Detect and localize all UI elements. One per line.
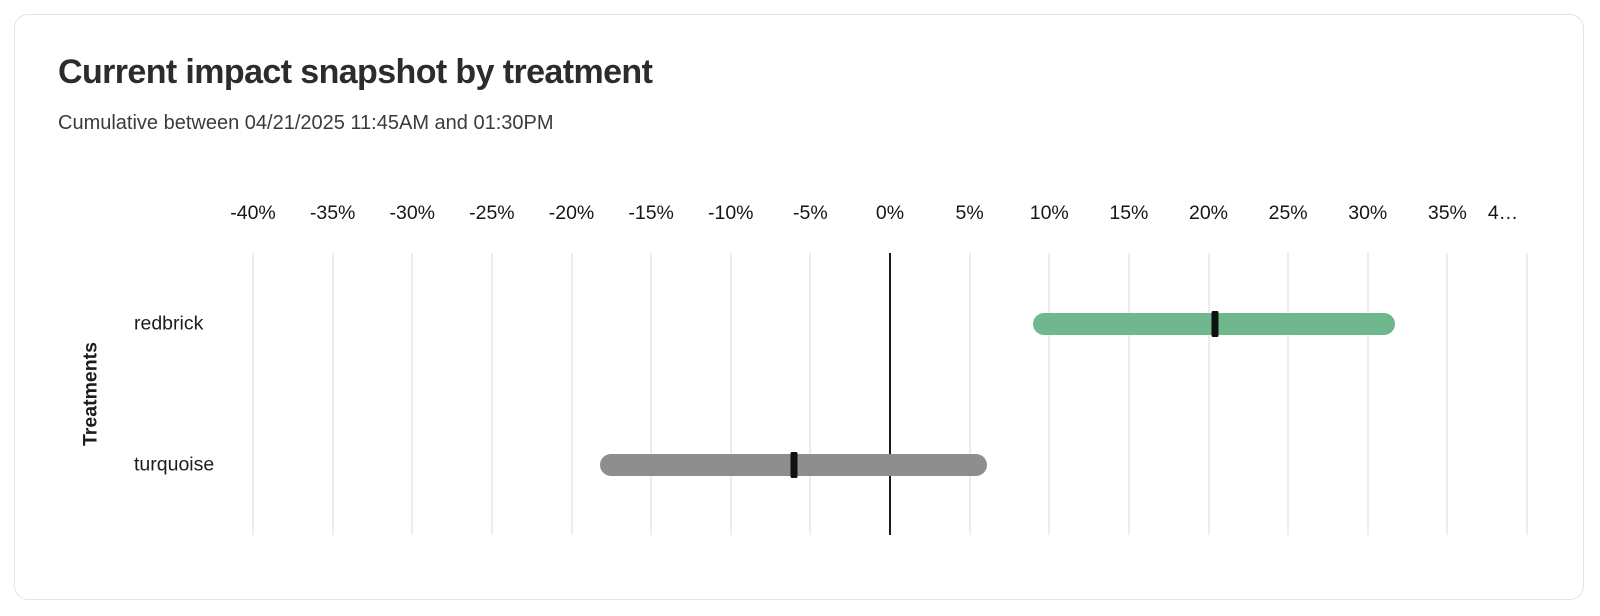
x-tick-label: -10% <box>707 202 754 224</box>
gridline <box>1446 253 1449 535</box>
chart-title: Current impact snapshot by treatment <box>58 53 653 91</box>
x-tick-label: 30% <box>1348 202 1388 224</box>
gridline <box>1287 253 1290 535</box>
x-tick-label: 4… <box>1487 202 1519 224</box>
category-label-redbrick: redbrick <box>134 312 204 334</box>
gridline <box>411 253 414 535</box>
x-tick-label: 10% <box>1029 202 1069 224</box>
x-tick-label: -30% <box>389 202 436 224</box>
estimate-marker-turquoise[interactable] <box>790 451 798 478</box>
gridline <box>650 253 653 535</box>
x-tick-label: 15% <box>1109 202 1149 224</box>
gridline <box>1366 253 1369 535</box>
gridline <box>570 253 573 535</box>
zero-line <box>889 253 891 535</box>
gridline <box>1048 253 1051 535</box>
gridline <box>1526 253 1528 535</box>
x-tick-label: -35% <box>309 202 356 224</box>
gridline <box>252 253 254 535</box>
x-tick-label: 35% <box>1427 202 1467 224</box>
y-axis-title: Treatments <box>79 341 102 447</box>
estimate-marker-redbrick[interactable] <box>1211 310 1219 337</box>
x-tick-label: -40% <box>230 202 276 224</box>
impact-snapshot-card: Current impact snapshot by treatment Cum… <box>14 14 1584 600</box>
gridline <box>1207 253 1210 535</box>
gridline <box>1127 253 1130 535</box>
x-tick-label: 0% <box>875 202 905 224</box>
gridline <box>968 253 971 535</box>
x-tick-label: -15% <box>628 202 674 224</box>
x-tick-label: 20% <box>1188 202 1229 224</box>
gridline <box>729 253 732 535</box>
plot-area: Treatments -40% -35% -30% -25% -20% -15% -10% -… <box>80 202 1528 535</box>
gridline <box>331 253 334 535</box>
x-tick-label: -25% <box>469 202 515 224</box>
category-label-turquoise: turquoise <box>134 453 215 475</box>
x-tick-label: -5% <box>793 202 828 224</box>
gridline <box>490 253 493 535</box>
x-tick-label: 5% <box>955 202 984 224</box>
chart-subtitle: Cumulative between 04/21/2025 11:45AM an… <box>58 112 554 134</box>
x-tick-label: 25% <box>1268 202 1308 224</box>
x-tick-label: -20% <box>548 202 595 224</box>
gridline <box>809 253 812 535</box>
